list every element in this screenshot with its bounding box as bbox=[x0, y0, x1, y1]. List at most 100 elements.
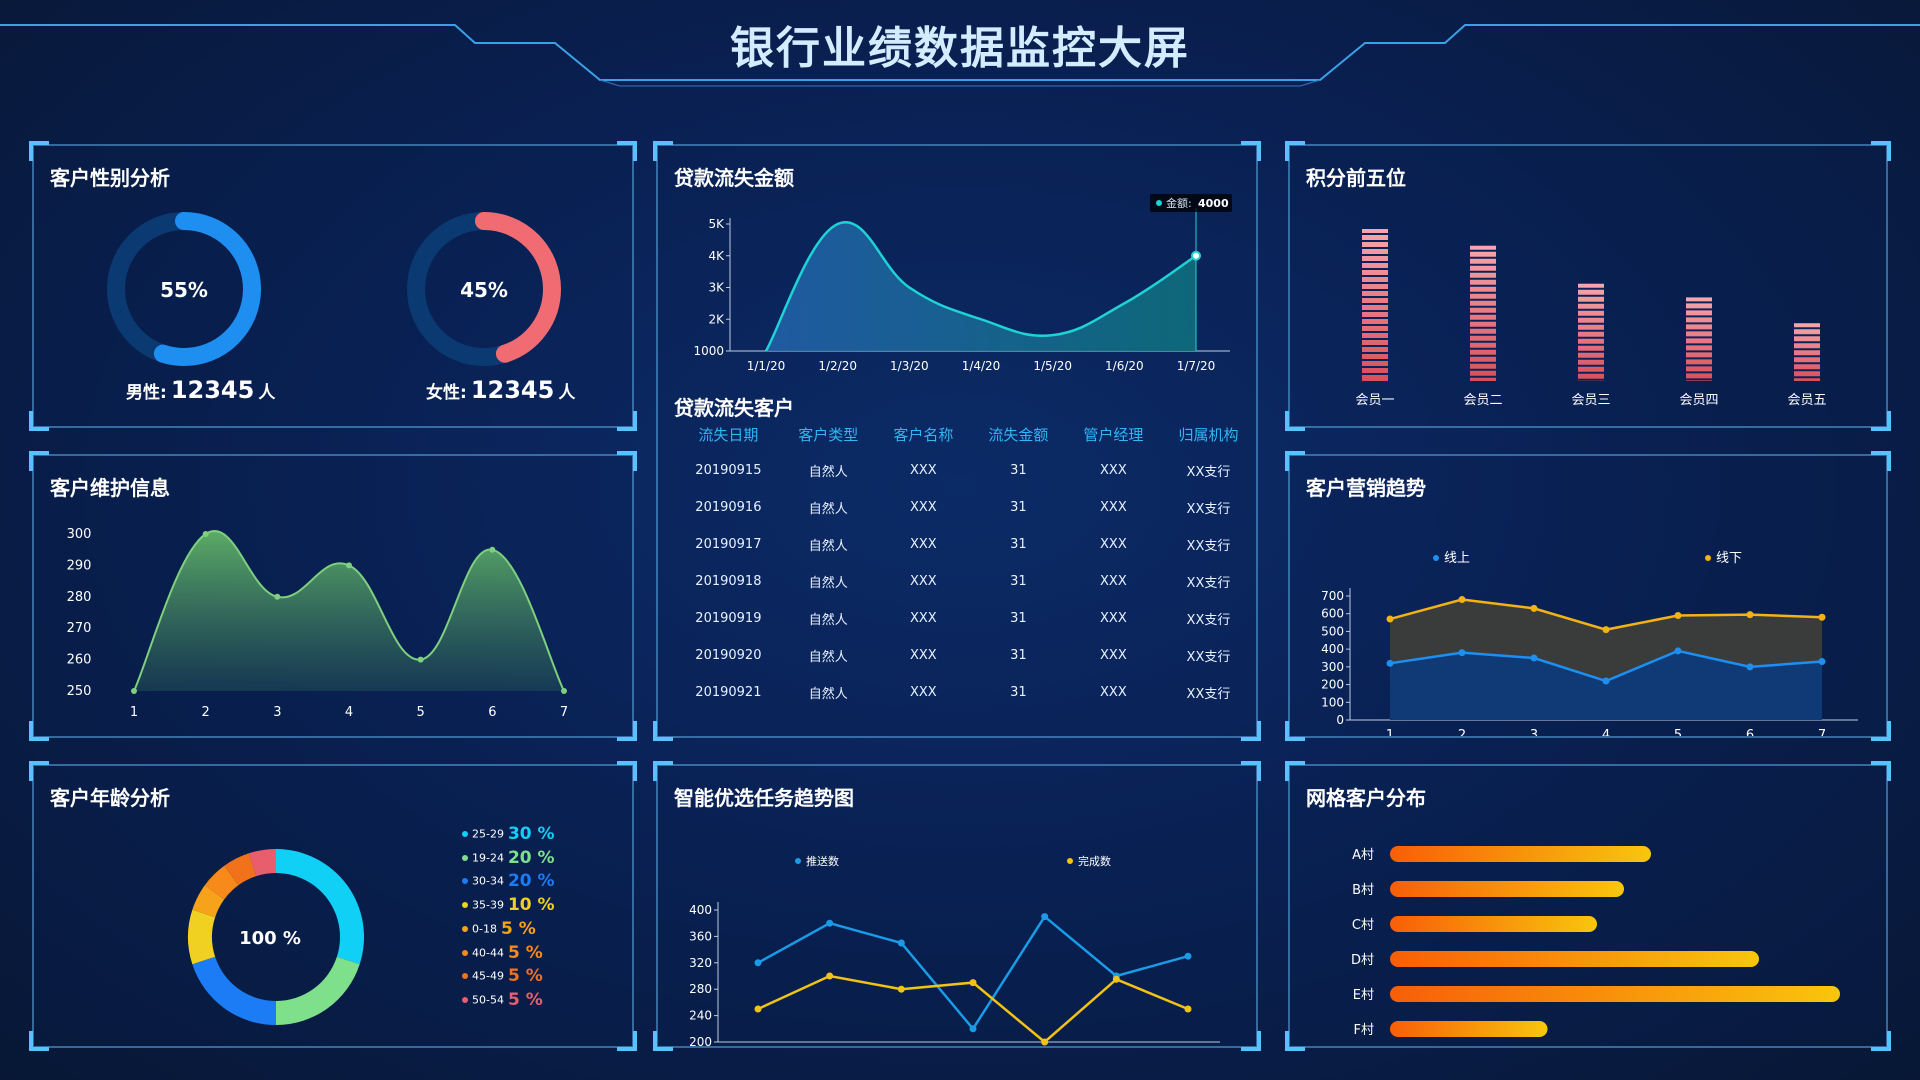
y-tick-label: F村 bbox=[1354, 1023, 1374, 1038]
data-point bbox=[1674, 611, 1682, 619]
age-donut-chart: 100 % bbox=[188, 849, 364, 1025]
table-cell: 31 bbox=[1010, 463, 1027, 478]
table-cell: 自然人 bbox=[808, 687, 848, 702]
data-point bbox=[131, 688, 137, 694]
x-tick-label: 4 bbox=[345, 705, 353, 720]
legend-item[interactable]: 45-49 5 % bbox=[462, 966, 543, 986]
data-point bbox=[969, 1025, 977, 1033]
male-count: 12345 bbox=[170, 376, 255, 404]
data-point bbox=[969, 979, 977, 987]
y-tick-label: 200 bbox=[689, 1035, 712, 1046]
header-decoration bbox=[0, 24, 1920, 87]
legend-marker bbox=[1433, 555, 1439, 561]
legend-item[interactable]: 19-24 20 % bbox=[462, 848, 555, 868]
x-tick-label: 1/3/20 bbox=[890, 359, 929, 373]
legend-label: 45-49 bbox=[472, 969, 504, 983]
data-point bbox=[754, 959, 762, 967]
grid-bar bbox=[1390, 916, 1597, 932]
maintenance-area bbox=[134, 530, 564, 691]
grid-bar bbox=[1390, 986, 1840, 1002]
table-row[interactable]: 20190918 自然人 XXX 31 XXX XX支行 bbox=[676, 563, 1256, 600]
x-tick-label: 5 bbox=[1674, 728, 1682, 736]
female-count: 12345 bbox=[470, 376, 555, 404]
legend-marker bbox=[462, 831, 468, 837]
table-row[interactable]: 20190921 自然人 XXX 31 XXX XX支行 bbox=[676, 674, 1256, 711]
x-tick-label: 1/2/20 bbox=[818, 359, 857, 373]
legend-marker bbox=[462, 854, 468, 861]
panel-marketing: 客户营销趋势 0 100 200 300 400 500 600 700 1 2 3 4 5 6 7 线上 线下 bbox=[1285, 451, 1891, 741]
x-tick-label: 会员三 bbox=[1571, 393, 1610, 408]
age-slice bbox=[248, 849, 276, 877]
x-tick-label: 会员二 bbox=[1463, 393, 1502, 408]
maintenance-panel-title: 客户维护信息 bbox=[50, 476, 170, 500]
table-row[interactable]: 20190915 自然人 XXX 31 XXX XX支行 bbox=[676, 452, 1256, 489]
y-tick-label: 2K bbox=[708, 312, 725, 326]
age-slice bbox=[204, 865, 239, 900]
y-tick-label: 700 bbox=[1321, 589, 1344, 603]
table-header: 归属机构 bbox=[1178, 425, 1239, 444]
table-cell: XXX bbox=[909, 537, 937, 552]
data-point bbox=[1386, 615, 1394, 623]
table-row[interactable]: 20190920 自然人 XXX 31 XXX XX支行 bbox=[676, 637, 1256, 674]
data-point bbox=[1530, 604, 1538, 612]
female-unit: 人 bbox=[558, 383, 576, 403]
legend-item[interactable]: 40-44 5 % bbox=[462, 943, 543, 963]
table-cell: 自然人 bbox=[808, 613, 848, 628]
task-trend-chart: 2002402803203604001234567推送数完成数 bbox=[689, 854, 1220, 1046]
data-point bbox=[1041, 1038, 1049, 1046]
table-cell: XXX bbox=[1100, 685, 1127, 700]
data-point bbox=[346, 562, 352, 569]
panel-points: 积分前五位 会员一 会员二 会员三 会员四 会员五 bbox=[1285, 141, 1891, 431]
table-header: 管户经理 bbox=[1083, 425, 1144, 444]
table-cell: 31 bbox=[1010, 574, 1027, 589]
legend-item[interactable]: 35-39 10 % bbox=[462, 895, 555, 915]
loan-line bbox=[764, 220, 1197, 352]
table-cell: 20190919 bbox=[695, 611, 762, 626]
gender-panel-title: 客户性别分析 bbox=[50, 166, 170, 190]
page-title: 银行业绩数据监控大屏 bbox=[730, 23, 1190, 74]
table-row[interactable]: 20190917 自然人 XXX 31 XXX XX支行 bbox=[676, 526, 1256, 563]
y-tick-label: A村 bbox=[1352, 848, 1374, 863]
x-tick-label: 6 bbox=[1746, 728, 1754, 736]
x-tick-label: 2 bbox=[202, 705, 210, 720]
table-cell: XX支行 bbox=[1186, 650, 1231, 665]
points-chart: 会员一 会员二 会员三 会员四 会员五 bbox=[1355, 229, 1827, 408]
x-tick-label: 7 bbox=[560, 705, 568, 720]
points-panel-title: 积分前五位 bbox=[1306, 166, 1406, 190]
table-cell: 31 bbox=[1010, 500, 1027, 515]
panel-gender: 客户性别分析 55% 45% 男性: 12345 人 女性: 12345 人 bbox=[29, 141, 637, 431]
legend-item[interactable]: 50-54 5 % bbox=[462, 990, 543, 1010]
data-point bbox=[417, 656, 424, 663]
grid-chart: A村 B村 C村 D村 E村 F村 bbox=[1351, 846, 1840, 1038]
table-cell: XXX bbox=[1100, 463, 1127, 478]
table-row[interactable]: 20190916 自然人 XXX 31 XXX XX支行 bbox=[676, 489, 1256, 526]
data-point bbox=[1184, 1005, 1192, 1013]
y-tick-label: 280 bbox=[689, 982, 712, 996]
y-tick-label: D村 bbox=[1351, 953, 1374, 968]
panel-maintenance: 客户维护信息 250 260 270 280 290 300 1 2 3 4 5 6 7 bbox=[29, 451, 637, 741]
table-cell: XXX bbox=[1100, 611, 1127, 626]
table-cell: 31 bbox=[1010, 685, 1027, 700]
table-header: 客户名称 bbox=[893, 425, 954, 444]
y-tick-label: C村 bbox=[1352, 918, 1374, 933]
data-point bbox=[561, 688, 567, 694]
x-tick-label: 会员五 bbox=[1787, 393, 1826, 408]
legend-label: 0-18 bbox=[472, 922, 497, 936]
y-tick-label: 200 bbox=[1321, 678, 1344, 692]
legend-label: 25-29 bbox=[472, 827, 504, 841]
y-tick-label: 320 bbox=[689, 956, 712, 970]
x-tick-label: 会员四 bbox=[1679, 393, 1718, 408]
grid-bar bbox=[1390, 881, 1624, 897]
table-cell: XXX bbox=[1100, 537, 1127, 552]
table-cell: XXX bbox=[1100, 648, 1127, 663]
legend-value: 5 % bbox=[500, 918, 536, 939]
legend-value: 5 % bbox=[507, 942, 543, 963]
table-cell: XXX bbox=[909, 611, 937, 626]
table-cell: XXX bbox=[1100, 574, 1127, 589]
legend-item[interactable]: 30-34 20 % bbox=[462, 871, 555, 891]
legend-item[interactable]: 0-18 5 % bbox=[462, 919, 536, 939]
legend-item[interactable]: 25-29 30 % bbox=[462, 824, 555, 844]
table-row[interactable]: 20190919 自然人 XXX 31 XXX XX支行 bbox=[676, 600, 1256, 637]
age-slice bbox=[276, 956, 360, 1025]
data-point bbox=[1602, 677, 1610, 685]
